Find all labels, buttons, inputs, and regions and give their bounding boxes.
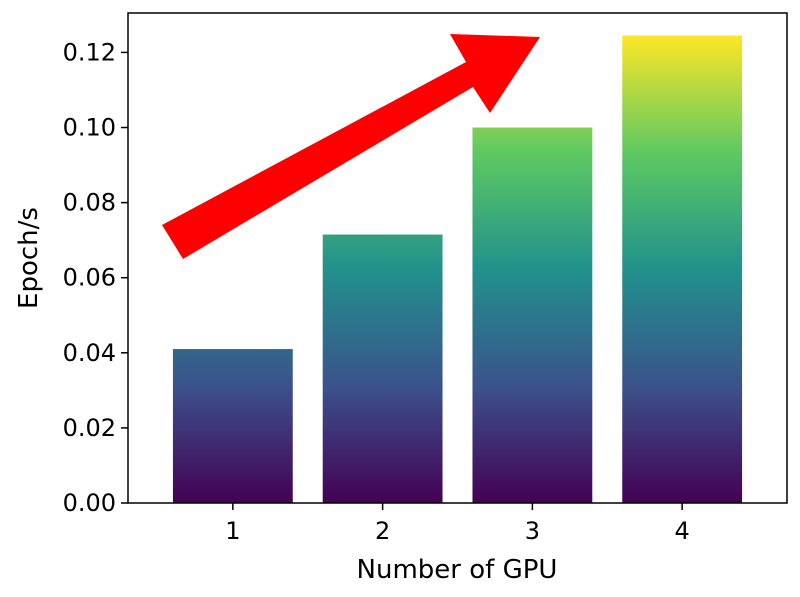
x-tick-label-2: 2 bbox=[375, 517, 390, 545]
x-axis-label: Number of GPU bbox=[357, 555, 558, 585]
bars bbox=[172, 35, 743, 503]
bar-1 bbox=[172, 349, 293, 503]
y-tick-label-0.12: 0.12 bbox=[63, 38, 116, 66]
x-tick-label-4: 4 bbox=[675, 517, 690, 545]
x-axis: 1 2 3 4 bbox=[225, 503, 690, 545]
y-tick-label-0.00: 0.00 bbox=[63, 489, 116, 517]
y-tick-label-0.08: 0.08 bbox=[63, 189, 116, 217]
y-axis-label: Epoch/s bbox=[14, 207, 44, 309]
y-tick-label-0.04: 0.04 bbox=[63, 339, 116, 367]
bar-3 bbox=[472, 127, 593, 503]
trend-arrow bbox=[162, 34, 540, 259]
x-tick-label-3: 3 bbox=[525, 517, 540, 545]
plot-frame bbox=[127, 12, 788, 504]
bar-2 bbox=[322, 234, 443, 503]
x-tick-label-1: 1 bbox=[225, 517, 240, 545]
y-tick-label-0.06: 0.06 bbox=[63, 264, 116, 292]
y-tick-label-0.02: 0.02 bbox=[63, 414, 116, 442]
bar-4 bbox=[622, 35, 743, 503]
y-tick-label-0.10: 0.10 bbox=[63, 114, 116, 142]
y-axis: 0.00 0.02 0.04 0.06 0.08 0.10 0.12 bbox=[63, 38, 128, 517]
